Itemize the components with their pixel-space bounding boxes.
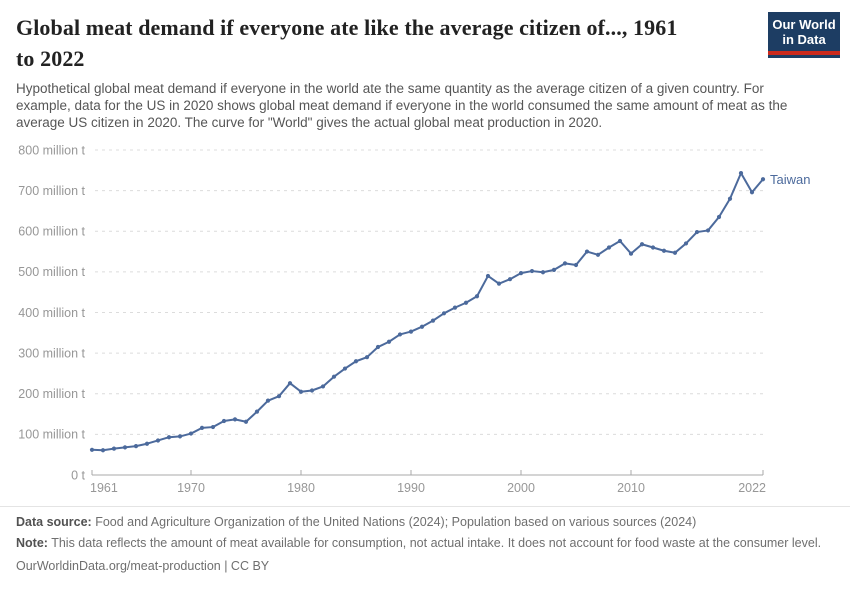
data-point-1967[interactable] [155, 438, 161, 443]
series-line-Taiwan[interactable] [91, 172, 764, 452]
data-point-2011[interactable] [639, 242, 645, 247]
note-text: This data reflects the amount of meat av… [47, 535, 822, 550]
data-point-2010[interactable] [628, 251, 634, 256]
data-point-1969[interactable] [177, 434, 183, 439]
data-point-1965[interactable] [133, 444, 139, 449]
data-point-1987[interactable] [375, 344, 381, 350]
data-point-2002[interactable] [540, 270, 546, 275]
chart-footer: Data source: Food and Agriculture Organi… [0, 506, 850, 579]
data-point-2000[interactable] [518, 270, 524, 276]
data-point-2017[interactable] [705, 228, 711, 233]
page-title: Global meat demand if everyone ate like … [16, 12, 677, 74]
data-point-2005[interactable] [573, 262, 579, 268]
data-point-2022[interactable] [760, 177, 766, 182]
data-point-2014[interactable] [672, 250, 678, 255]
y-tick-label: 800 million t [18, 143, 85, 157]
series-end-label[interactable]: Taiwan [770, 172, 810, 187]
y-tick-label: 400 million t [18, 306, 85, 320]
data-point-2006[interactable] [584, 249, 590, 254]
y-tick-label: 100 million t [18, 428, 85, 442]
data-point-1979[interactable] [287, 381, 293, 386]
x-tick-label-1970: 1970 [177, 481, 205, 495]
data-point-1974[interactable] [232, 417, 238, 422]
data-point-1989[interactable] [397, 332, 403, 337]
data-point-2015[interactable] [683, 241, 689, 246]
data-point-1976[interactable] [254, 409, 260, 414]
data-point-1977[interactable] [265, 398, 271, 403]
data-point-1985[interactable] [353, 359, 359, 364]
data-point-2003[interactable] [551, 267, 557, 272]
owid-logo-line1: Our World [772, 17, 836, 32]
data-point-1973[interactable] [221, 418, 227, 424]
y-tick-label: 600 million t [18, 225, 85, 239]
data-point-2020[interactable] [738, 171, 744, 176]
data-point-1992[interactable] [430, 318, 436, 323]
data-point-1986[interactable] [364, 355, 370, 360]
data-point-1995[interactable] [463, 300, 469, 305]
data-point-1970[interactable] [188, 431, 194, 436]
y-tick-label: 700 million t [18, 184, 85, 198]
data-point-1961[interactable] [89, 447, 95, 452]
data-point-1998[interactable] [496, 281, 502, 286]
owid-logo-line2: in Data [782, 32, 826, 47]
x-tick-label-1961: 1961 [90, 481, 118, 495]
note-line: Note: This data reflects the amount of m… [16, 535, 834, 552]
y-tick-label: 0 t [71, 468, 85, 482]
note-label: Note: [16, 535, 48, 550]
data-point-1962[interactable] [100, 448, 106, 453]
data-point-2008[interactable] [606, 245, 612, 250]
data-point-2012[interactable] [650, 245, 656, 250]
owid-logo[interactable]: Our World in Data [768, 12, 840, 58]
data-point-1964[interactable] [122, 445, 128, 450]
data-point-1980[interactable] [298, 389, 304, 394]
data-source-label: Data source: [16, 515, 92, 529]
y-tick-label: 500 million t [18, 265, 85, 279]
data-point-1990[interactable] [408, 329, 414, 334]
data-point-1968[interactable] [166, 435, 172, 440]
data-point-2016[interactable] [694, 229, 700, 235]
data-point-2004[interactable] [562, 261, 568, 266]
data-point-1997[interactable] [485, 273, 491, 279]
data-point-1966[interactable] [144, 441, 150, 446]
data-point-1988[interactable] [386, 339, 392, 344]
x-tick-label-2010: 2010 [617, 481, 645, 495]
data-point-1983[interactable] [331, 374, 337, 379]
chart-subtitle: Hypothetical global meat demand if every… [16, 81, 788, 130]
y-tick-label: 200 million t [18, 387, 85, 401]
data-point-2021[interactable] [749, 190, 755, 195]
x-tick-label-1990: 1990 [397, 481, 425, 495]
data-point-1999[interactable] [507, 277, 513, 282]
x-tick-label-1980: 1980 [287, 481, 315, 495]
owid-logo-red-bar [768, 51, 840, 55]
data-point-2013[interactable] [661, 248, 667, 253]
line-chart[interactable]: 0 t 100 million t 200 million t 300 million… [0, 140, 850, 505]
data-point-1971[interactable] [199, 425, 205, 430]
data-point-1984[interactable] [342, 366, 348, 371]
license-line[interactable]: OurWorldinData.org/meat-production | CC … [16, 559, 270, 573]
data-point-1972[interactable] [210, 424, 216, 430]
page-title-line2: to 2022 [16, 46, 85, 71]
data-point-1978[interactable] [276, 394, 282, 399]
data-point-2009[interactable] [617, 238, 623, 244]
data-point-1981[interactable] [309, 388, 315, 393]
data-point-1991[interactable] [419, 324, 425, 329]
data-point-1975[interactable] [243, 419, 249, 424]
data-point-2018[interactable] [716, 214, 722, 220]
x-tick-label-2000: 2000 [507, 481, 535, 495]
data-point-2019[interactable] [727, 196, 733, 201]
page-title-line1: Global meat demand if everyone ate like … [16, 15, 678, 40]
data-point-1993[interactable] [441, 311, 447, 316]
data-source-line: Data source: Food and Agriculture Organi… [16, 514, 834, 531]
y-tick-label: 300 million t [18, 346, 85, 360]
data-point-2007[interactable] [595, 252, 601, 257]
data-point-2001[interactable] [529, 268, 535, 274]
data-point-1963[interactable] [111, 446, 117, 451]
data-source-text: Food and Agriculture Organization of the… [91, 515, 697, 529]
data-point-1996[interactable] [474, 294, 480, 299]
data-point-1994[interactable] [452, 305, 458, 310]
data-point-1982[interactable] [320, 384, 326, 389]
x-tick-label-2022: 2022 [738, 481, 766, 495]
